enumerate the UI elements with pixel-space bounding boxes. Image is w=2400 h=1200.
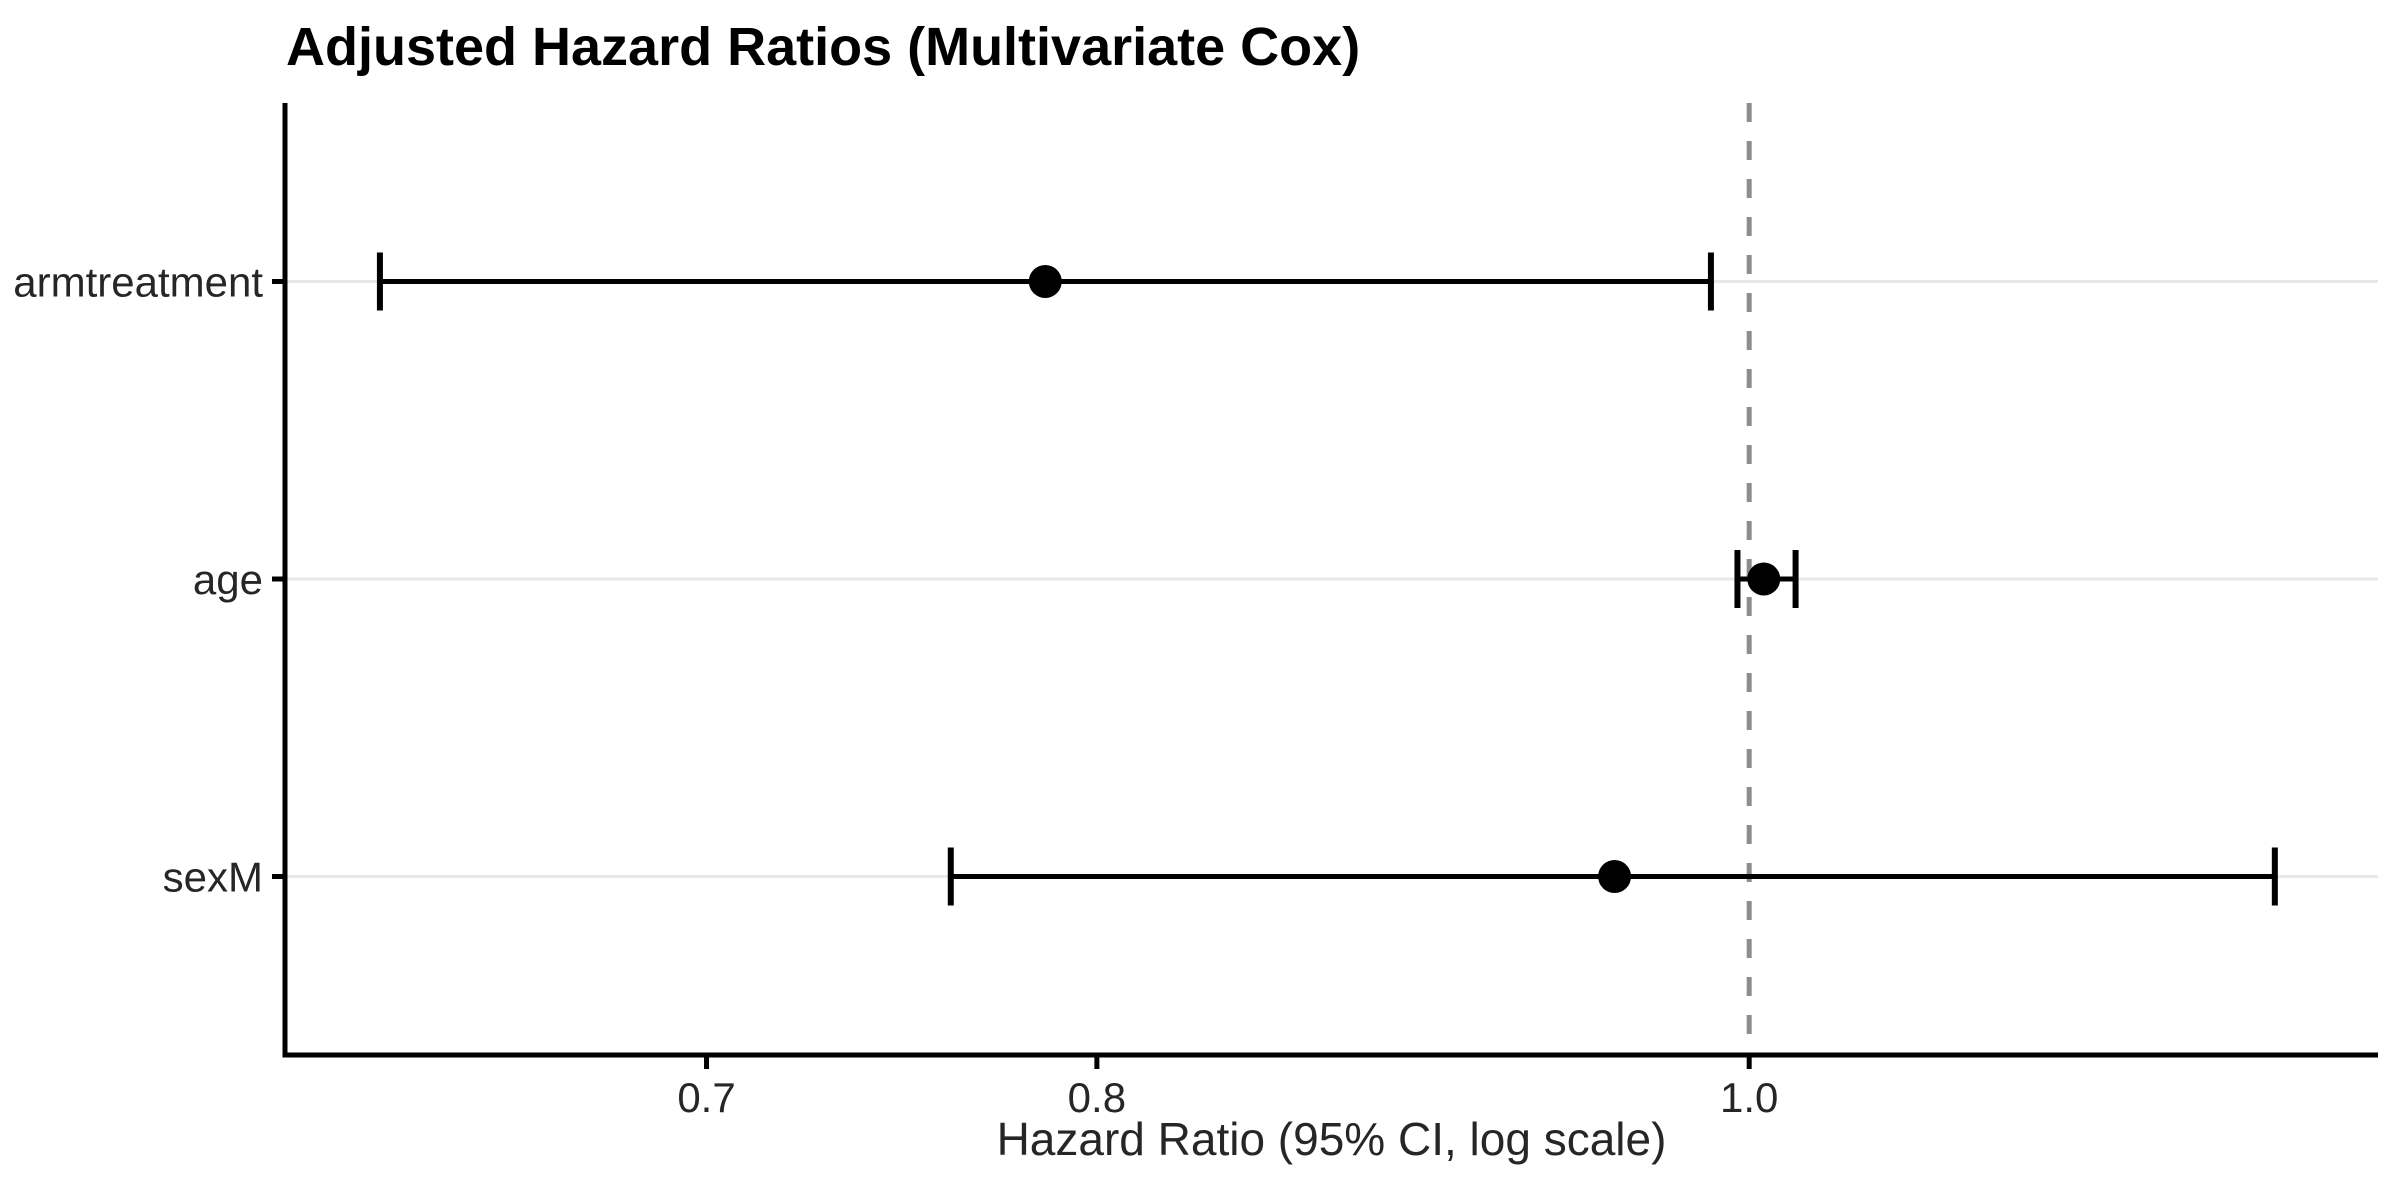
y-tick-label-sexM: sexM bbox=[163, 854, 263, 901]
chart-title: Adjusted Hazard Ratios (Multivariate Cox… bbox=[286, 17, 1361, 77]
hr-point-age bbox=[1747, 562, 1781, 596]
x-tick-label-1.0: 1.0 bbox=[1720, 1074, 1778, 1121]
hr-point-sexM bbox=[1598, 860, 1632, 893]
x-tick-label-0.7: 0.7 bbox=[677, 1074, 735, 1121]
x-axis-title: Hazard Ratio (95% CI, log scale) bbox=[996, 1113, 1667, 1165]
hr-point-armtreatment bbox=[1028, 265, 1062, 298]
x-tick-label-0.8: 0.8 bbox=[1068, 1074, 1126, 1121]
y-tick-label-armtreatment: armtreatment bbox=[13, 259, 263, 306]
y-tick-label-age: age bbox=[193, 556, 263, 603]
